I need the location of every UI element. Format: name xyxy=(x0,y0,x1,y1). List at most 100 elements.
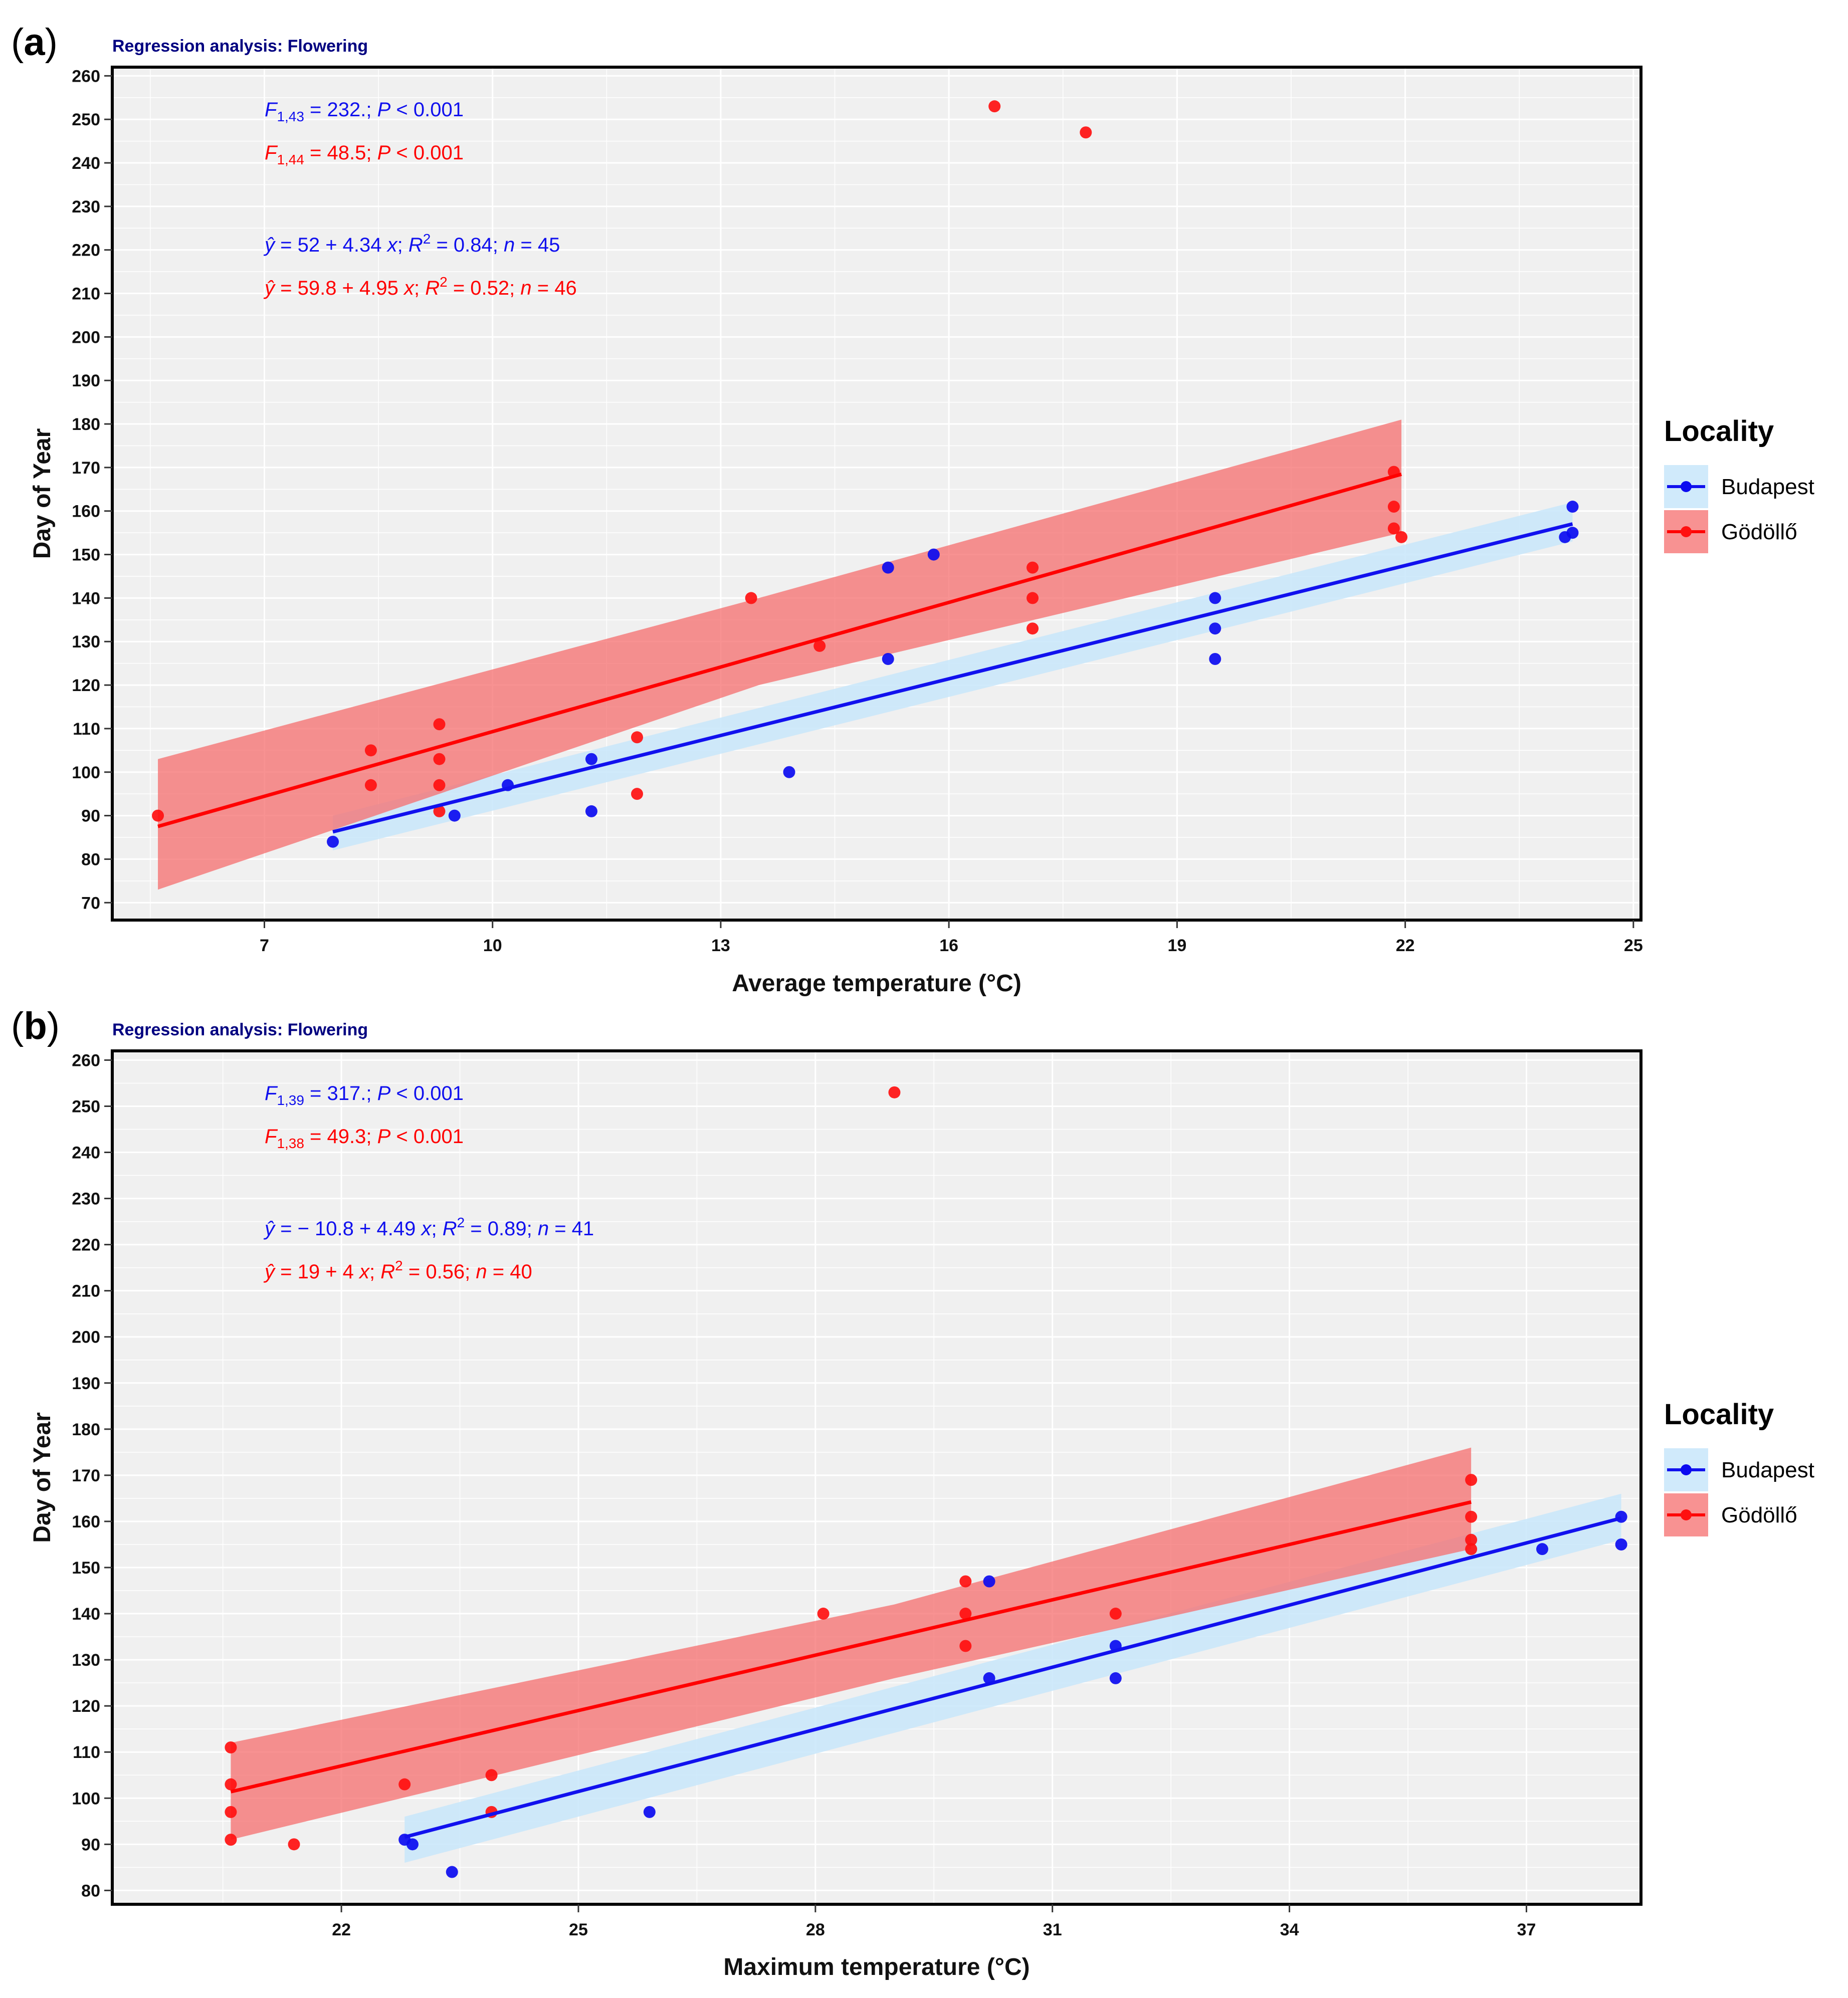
x-tick-label: 31 xyxy=(1043,1920,1062,1939)
data-point-godollo xyxy=(1387,522,1400,535)
regression-line-budapest xyxy=(404,1516,1622,1839)
data-point-budapest xyxy=(585,753,597,765)
regression-line-godollo xyxy=(230,1500,1472,1794)
data-point-godollo xyxy=(959,1608,972,1620)
data-point-budapest xyxy=(1536,1543,1548,1556)
data-point-godollo xyxy=(225,1806,237,1818)
y-tick-label: 160 xyxy=(72,1512,100,1531)
x-tick-label: 7 xyxy=(260,936,269,955)
y-tick-label: 190 xyxy=(72,1374,100,1393)
y-tick-label: 180 xyxy=(72,415,100,434)
chart-title: Regression analysis: Flowering xyxy=(112,37,368,56)
y-tick-label: 90 xyxy=(81,807,100,826)
data-point-budapest xyxy=(327,835,339,848)
y-tick-label: 220 xyxy=(72,241,100,260)
legend-label: Gödöllő xyxy=(1721,520,1797,544)
data-point-budapest xyxy=(585,805,597,817)
y-tick-label: 220 xyxy=(72,1236,100,1255)
data-point-godollo xyxy=(1387,501,1400,513)
y-tick-label: 100 xyxy=(72,1789,100,1808)
y-tick-label: 240 xyxy=(72,1144,100,1163)
data-point-budapest xyxy=(783,766,795,778)
data-point-godollo xyxy=(485,1769,498,1782)
regression-line-budapest xyxy=(332,522,1573,834)
legend: Locality Budapest Gödöllő xyxy=(1664,1398,1814,1536)
y-tick-label: 130 xyxy=(72,632,100,651)
x-axis-title: Average temperature (°C) xyxy=(732,970,1021,997)
confidence-band-godollo xyxy=(231,1447,1472,1840)
y-tick-label: 170 xyxy=(72,1466,100,1485)
x-tick-label: 19 xyxy=(1167,936,1186,955)
panel-label: (b) xyxy=(11,1005,60,1047)
annotation-f-budapest: F1,39 = 317.; P < 0.001 xyxy=(265,1082,464,1108)
legend-key-point xyxy=(1681,481,1692,492)
y-tick-label: 90 xyxy=(81,1835,100,1854)
legend-key-point xyxy=(1681,526,1692,537)
annotation-equation-godollo: ŷ = 59.8 + 4.95 x; R2 = 0.52; n = 46 xyxy=(263,274,577,299)
annotation-f-godollo: F1,44 = 48.5; P < 0.001 xyxy=(265,142,464,167)
data-point-godollo xyxy=(433,718,446,731)
panel-label: (a) xyxy=(11,21,58,64)
y-tick-label: 210 xyxy=(72,285,100,304)
data-point-godollo xyxy=(225,1834,237,1846)
legend-title: Locality xyxy=(1664,415,1774,448)
data-point-budapest xyxy=(983,1575,995,1588)
data-point-budapest xyxy=(643,1806,656,1818)
data-point-godollo xyxy=(1465,1533,1478,1546)
data-point-budapest xyxy=(448,809,461,822)
annotation-f-budapest: F1,43 = 232.; P < 0.001 xyxy=(265,99,464,124)
annotation-f-godollo: F1,38 = 49.3; P < 0.001 xyxy=(265,1126,464,1151)
data-point-godollo xyxy=(1026,592,1039,604)
legend-label: Budapest xyxy=(1721,1458,1814,1482)
data-point-godollo xyxy=(888,1086,901,1098)
data-point-budapest xyxy=(446,1866,458,1878)
y-tick-label: 200 xyxy=(72,1328,100,1347)
y-tick-label: 140 xyxy=(72,589,100,608)
y-tick-label: 120 xyxy=(72,1697,100,1716)
y-tick-label: 110 xyxy=(73,1743,100,1762)
annotation-equation-budapest: ŷ = 52 + 4.34 x; R2 = 0.84; n = 45 xyxy=(263,231,560,256)
y-tick-label: 260 xyxy=(72,1051,100,1070)
data-point-godollo xyxy=(1026,561,1039,574)
y-tick-label: 130 xyxy=(72,1651,100,1670)
data-point-godollo xyxy=(959,1640,972,1652)
data-point-godollo xyxy=(1109,1608,1122,1620)
y-tick-label: 230 xyxy=(72,197,100,216)
x-tick-label: 10 xyxy=(483,936,502,955)
legend-key-point xyxy=(1681,1464,1692,1475)
legend-label: Budapest xyxy=(1721,475,1814,499)
data-point-godollo xyxy=(959,1575,972,1588)
data-point-godollo xyxy=(1026,622,1039,635)
x-tick-label: 25 xyxy=(569,1920,588,1939)
data-point-godollo xyxy=(398,1778,411,1791)
data-point-godollo xyxy=(745,592,757,604)
y-tick-label: 210 xyxy=(72,1282,100,1301)
x-tick-label: 16 xyxy=(939,936,958,955)
regression-line-godollo xyxy=(157,472,1402,828)
y-tick-label: 250 xyxy=(72,1097,100,1116)
data-point-godollo xyxy=(225,1778,237,1791)
y-tick-label: 230 xyxy=(72,1190,100,1209)
data-point-godollo xyxy=(225,1741,237,1754)
data-point-budapest xyxy=(882,652,894,665)
data-point-budapest xyxy=(1209,592,1221,604)
data-point-godollo xyxy=(1465,1510,1478,1523)
plot-border xyxy=(111,1049,1642,1906)
data-point-budapest xyxy=(1615,1538,1627,1550)
data-point-godollo xyxy=(364,744,377,757)
y-tick-label: 190 xyxy=(72,371,100,390)
plot-border xyxy=(111,66,1642,922)
legend-label: Gödöllő xyxy=(1721,1503,1797,1527)
chart-panel-a: 7 10 13 16 19 22 25 70 80 90 100 110 120 130 140 150 160… xyxy=(11,21,1814,997)
data-point-godollo xyxy=(631,731,644,744)
data-point-godollo xyxy=(817,1608,830,1620)
data-point-godollo xyxy=(813,639,826,652)
x-tick-label: 34 xyxy=(1280,1920,1299,1939)
x-tick-label: 22 xyxy=(1396,936,1415,955)
data-point-budapest xyxy=(882,561,894,574)
y-axis-title: Day of Year xyxy=(29,1412,56,1543)
data-point-godollo xyxy=(1465,1474,1478,1486)
y-axis-title: Day of Year xyxy=(29,428,56,559)
data-point-godollo xyxy=(1395,531,1408,543)
